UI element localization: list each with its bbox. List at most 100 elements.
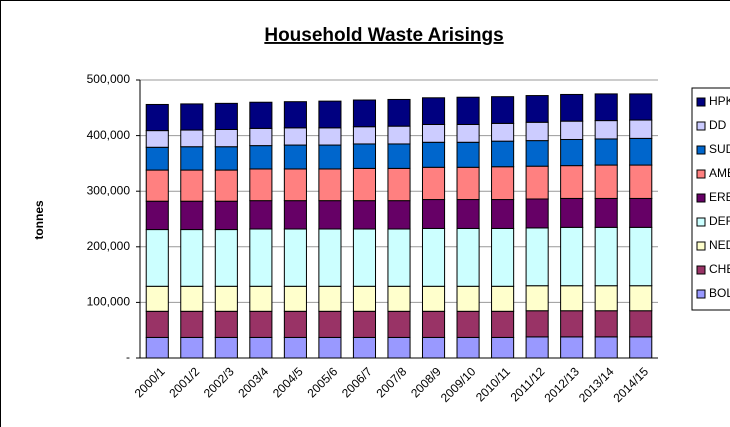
bar-segment [318, 168, 342, 202]
bar-segment [594, 285, 618, 312]
bar-segment [180, 103, 204, 131]
bar-segment [387, 167, 411, 202]
bar-segment [352, 200, 377, 230]
bar-segment [387, 336, 411, 359]
bar-segment [283, 127, 307, 146]
bar-segment [352, 310, 377, 338]
bar-segment [456, 141, 480, 168]
bar-segment [387, 285, 411, 312]
bar-segment [145, 130, 169, 148]
bar-segment [525, 336, 549, 359]
bar-segment [180, 310, 204, 338]
bar-segment [491, 199, 515, 229]
bar-segment [145, 285, 169, 312]
bar-segment [249, 336, 273, 359]
bar-segment [629, 310, 653, 338]
bar-segment [352, 143, 377, 169]
bar-segment [214, 146, 238, 171]
bar-segment [249, 200, 273, 230]
bar-segment [456, 96, 480, 125]
bar-segment [387, 310, 411, 338]
bar-segment [318, 285, 342, 312]
bar-segment [283, 168, 307, 202]
bar-segment [421, 310, 446, 338]
bar-segment [249, 127, 273, 147]
bar-segment [594, 336, 618, 359]
bar-segment [421, 97, 446, 125]
bar-segment [145, 336, 169, 359]
bar-segment [283, 200, 307, 230]
bar-segment [145, 229, 169, 287]
legend-label: SUD [709, 142, 730, 156]
bar-segment [560, 138, 584, 167]
bar-segment [560, 310, 584, 338]
bar-segment [560, 120, 584, 140]
bar-segment [491, 96, 515, 124]
bar-segment [491, 122, 515, 142]
bar-segment [594, 164, 618, 199]
bar-segment [456, 166, 480, 201]
legend-swatch [696, 241, 706, 251]
bar-segment [352, 167, 377, 202]
bar-segment [214, 285, 238, 312]
legend-swatch [696, 289, 706, 299]
legend-swatch [696, 97, 706, 107]
bar-segment [421, 199, 446, 229]
legend-label: AMB [709, 166, 730, 180]
y-tick-label: 400,000 [87, 128, 131, 142]
bar-segment [629, 336, 653, 359]
bar-segment [525, 198, 549, 229]
legend-swatch [696, 121, 706, 131]
bar-segment [629, 137, 653, 166]
bar-segment [214, 128, 238, 148]
bar-segment [421, 141, 446, 168]
bar-segment [525, 227, 549, 287]
legend-swatch [696, 169, 706, 179]
bar-segment [525, 95, 549, 123]
bar-segment [352, 336, 377, 359]
bar-segment [594, 120, 618, 140]
bar-segment [145, 146, 169, 171]
bar-segment [318, 127, 342, 146]
bar-segment [629, 226, 653, 287]
legend-label: ERE [709, 190, 730, 204]
bar-segment [594, 197, 618, 228]
bar-segment [145, 103, 169, 132]
bar-segment [560, 197, 584, 228]
bar-segment [456, 310, 480, 338]
bar-segment [283, 101, 307, 129]
bar-segment [491, 166, 515, 201]
bar-segment [421, 227, 446, 287]
bar-segment [145, 169, 169, 202]
bar-segment [421, 166, 446, 201]
bar-segment [456, 199, 480, 229]
bar-segment [145, 200, 169, 231]
bar-segment [180, 169, 204, 202]
bar-segment [594, 138, 618, 166]
bar-segment [629, 285, 653, 312]
bar-segment [318, 100, 342, 129]
bar-segment [249, 145, 273, 170]
legend-swatch [696, 217, 706, 227]
legend-label: NED [709, 238, 730, 252]
bar-segment [180, 285, 204, 312]
bar-segment [214, 169, 238, 202]
legend-label: DER [709, 214, 730, 228]
y-tick-label: 300,000 [87, 183, 131, 197]
legend-label: BOL [709, 286, 730, 300]
bar-segment [283, 228, 307, 287]
bar-segment [180, 129, 204, 148]
bar-segment [387, 98, 411, 127]
bar-segment [318, 336, 342, 359]
bar-segment [594, 93, 618, 122]
bar-segment [249, 228, 273, 287]
legend-swatch [696, 193, 706, 203]
bar-segment [491, 310, 515, 338]
bar-segment [560, 93, 584, 122]
bar-segment [249, 101, 273, 129]
bar-segment [525, 285, 549, 312]
bar-segment [318, 228, 342, 287]
bar-segment [318, 310, 342, 338]
bar-segment [352, 285, 377, 312]
